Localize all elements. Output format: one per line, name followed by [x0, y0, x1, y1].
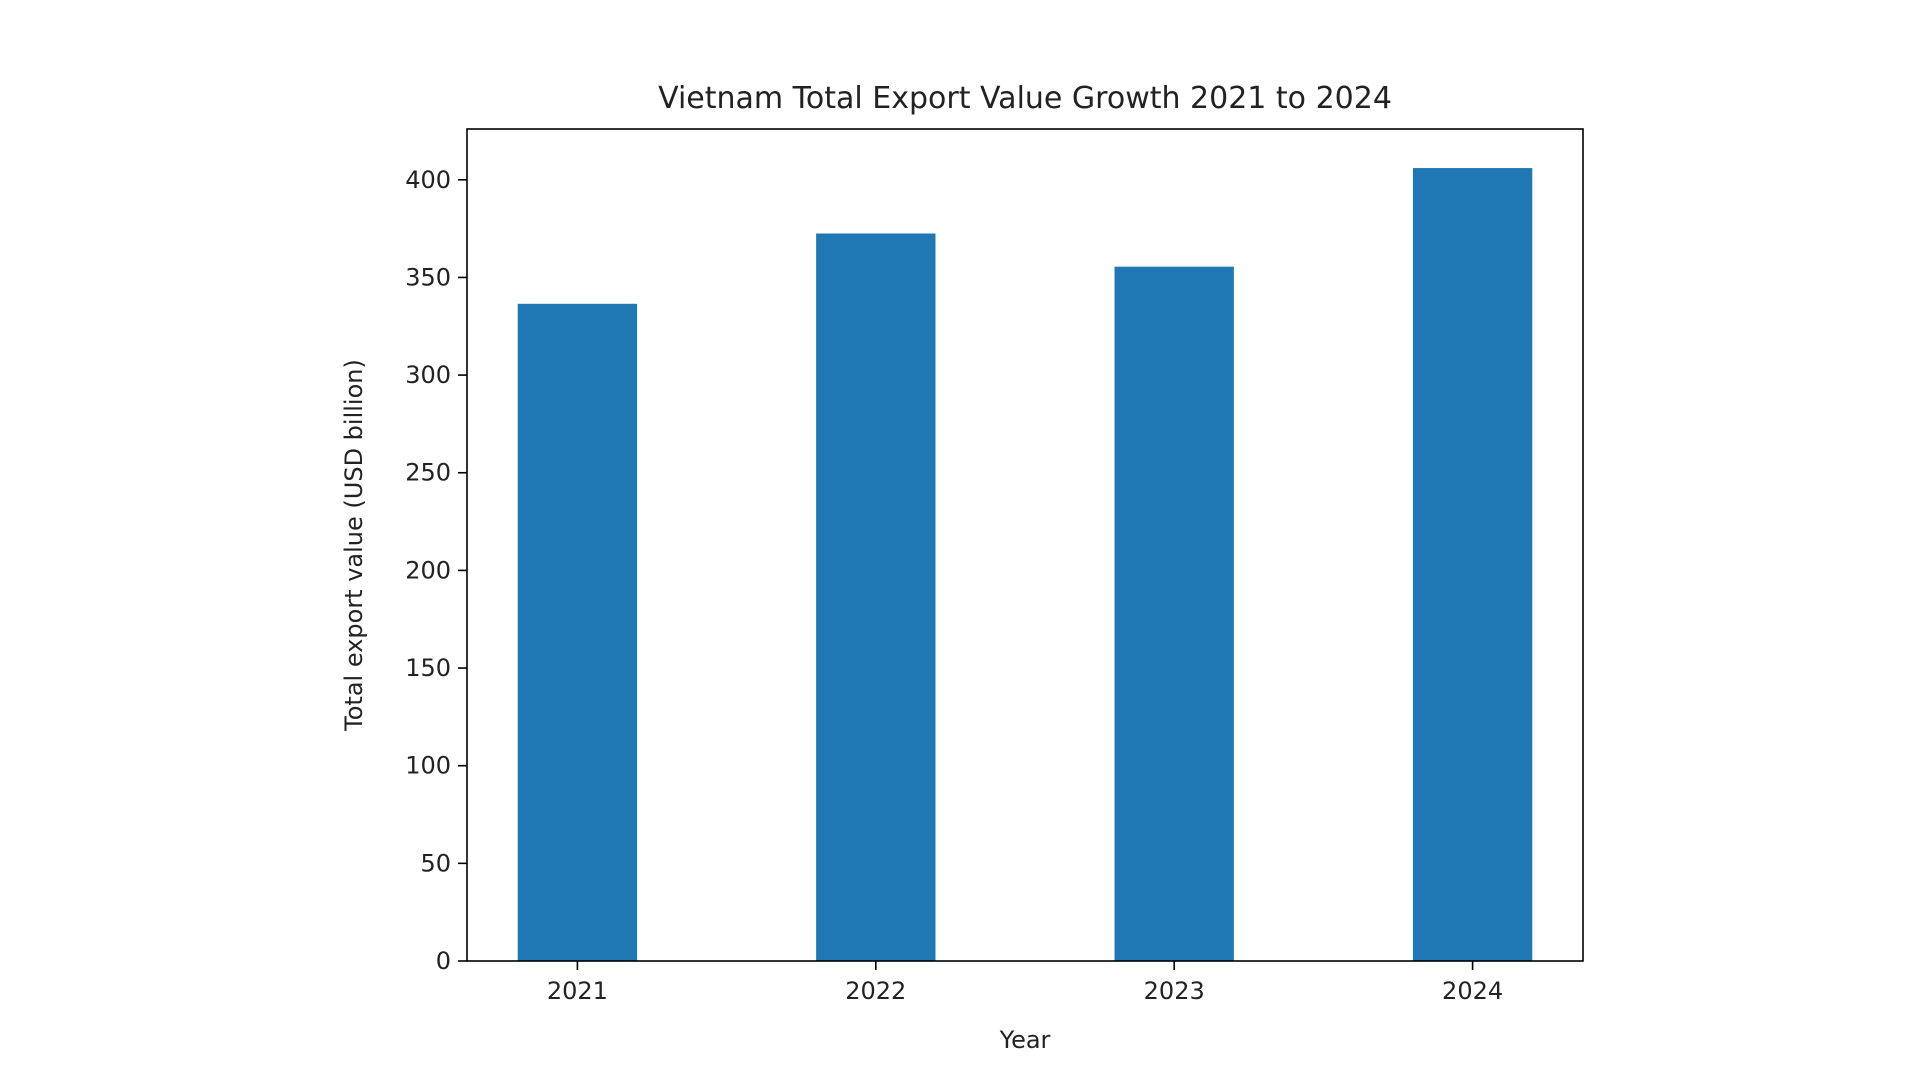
y-axis-label: Total export value (USD billion) — [340, 359, 368, 732]
bar-2021 — [517, 303, 638, 962]
x-tick-label: 2024 — [1442, 977, 1503, 1005]
x-tick-label: 2021 — [547, 977, 608, 1005]
y-tick-label: 350 — [405, 263, 451, 291]
x-axis-label: Year — [999, 1026, 1051, 1054]
chart-title: Vietnam Total Export Value Growth 2021 t… — [658, 81, 1392, 116]
y-tick-label: 250 — [405, 459, 451, 487]
axes-frame — [466, 128, 1584, 962]
y-tick-label: 200 — [405, 556, 451, 584]
bar-2023 — [1114, 266, 1234, 961]
bar-2022 — [816, 233, 936, 961]
y-tick-label: 150 — [405, 654, 451, 682]
y-tick-label: 400 — [405, 166, 451, 194]
bar-2024 — [1412, 168, 1533, 961]
x-tick-label: 2022 — [845, 977, 906, 1005]
y-tick-label: 50 — [420, 849, 451, 877]
y-tick-label: 300 — [405, 361, 451, 389]
y-tick-label: 100 — [405, 752, 451, 780]
y-tick-label: 0 — [436, 947, 451, 975]
x-tick-label: 2023 — [1144, 977, 1205, 1005]
